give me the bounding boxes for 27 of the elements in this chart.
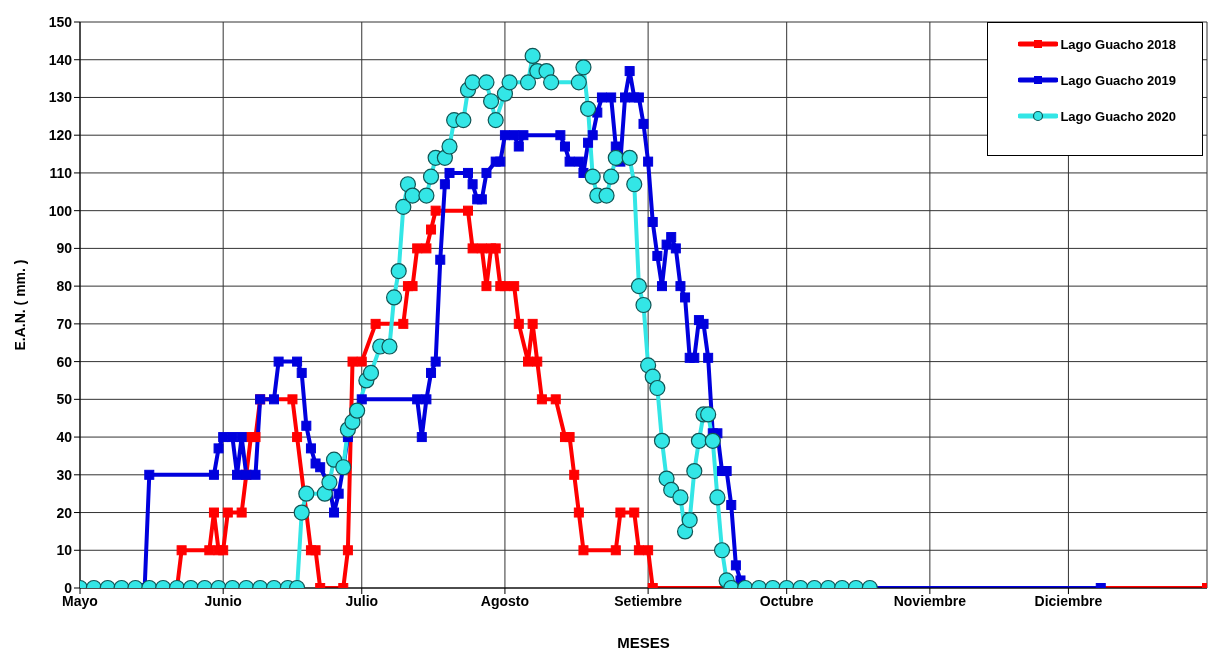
x-tick-label: Agosto xyxy=(480,592,530,609)
x-tick-label: Julio xyxy=(345,592,379,609)
legend-label: Lago Guacho 2020 xyxy=(1060,108,1176,124)
y-tick-label: 60 xyxy=(56,353,73,370)
y-tick-label: 40 xyxy=(56,429,73,446)
x-tick-label: Noviembre xyxy=(893,592,967,609)
x-tick-label: Diciembre xyxy=(1034,592,1103,609)
y-tick-label: 70 xyxy=(56,315,73,332)
y-tick-label: 30 xyxy=(56,466,73,483)
y-tick-label: 90 xyxy=(56,240,73,257)
y-tick-label: 100 xyxy=(48,202,73,219)
x-tick-label: Octubre xyxy=(759,592,814,609)
y-tick-label: 130 xyxy=(48,89,73,106)
x-tick-label: Setiembre xyxy=(614,592,683,609)
x-axis-title: MESES xyxy=(617,634,670,651)
y-tick-label: 80 xyxy=(56,278,73,295)
y-tick-label: 50 xyxy=(56,391,73,408)
y-tick-label: 20 xyxy=(56,504,73,521)
y-tick-label: 10 xyxy=(56,542,73,559)
y-tick-label: 150 xyxy=(48,13,73,30)
y-tick-label: 120 xyxy=(48,127,73,144)
y-tick-label: 140 xyxy=(48,51,73,68)
x-tick-label: Junio xyxy=(204,592,242,609)
legend-label: Lago Guacho 2019 xyxy=(1060,72,1176,88)
y-axis-title: E.A.N. ( mm. ) xyxy=(11,259,28,351)
legend-label: Lago Guacho 2018 xyxy=(1060,36,1176,52)
y-tick-label: 110 xyxy=(49,164,73,181)
